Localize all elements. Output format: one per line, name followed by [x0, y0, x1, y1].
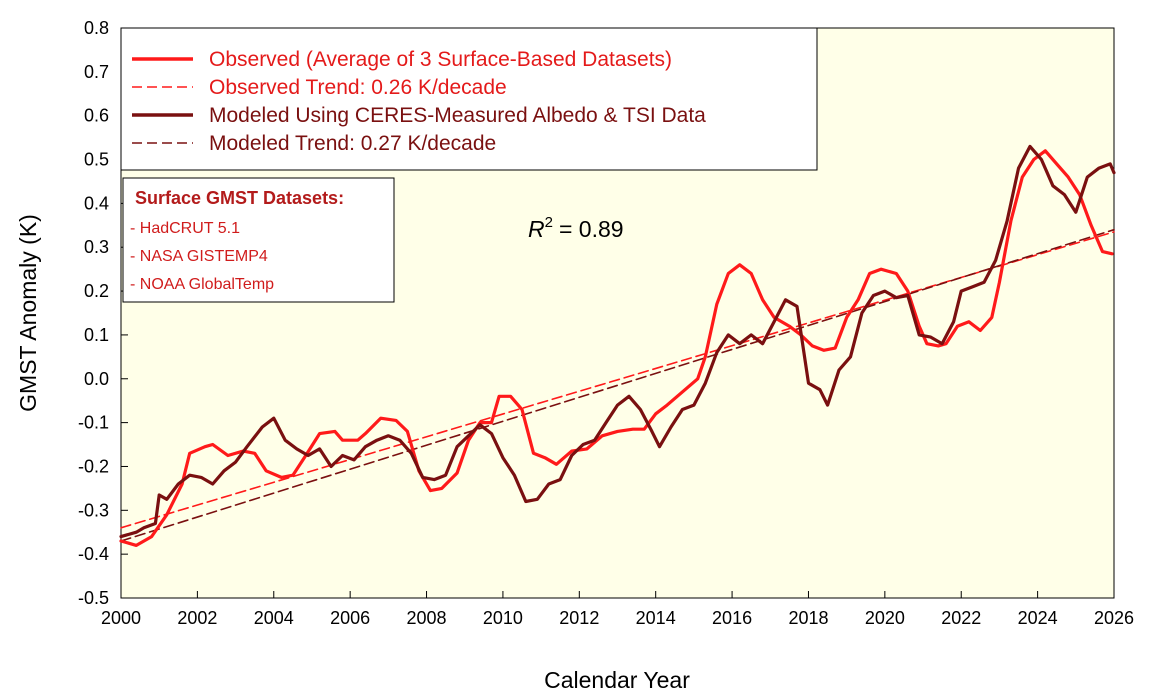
- modeled-trend-line: [120, 228, 1115, 542]
- legend-label-modeled-trend: Modeled Trend: 0.27 K/decade: [209, 132, 496, 155]
- r2-superscript: 2: [545, 214, 553, 231]
- x-tick-label: 2014: [636, 608, 676, 628]
- legend-label-modeled: Modeled Using CERES-Measured Albedo & TS…: [209, 104, 706, 127]
- dataset-item-gistemp: - NASA GISTEMP4: [130, 248, 268, 265]
- y-tick-label: 0.2: [84, 281, 109, 301]
- axes: 2000 2002 2004 2006 2008 2010 2012 2014 2016 2018…: [78, 18, 1134, 628]
- observed-trend-line: [120, 231, 1115, 529]
- y-tick-label: -0.1: [78, 413, 109, 433]
- x-tick-label: 2000: [101, 608, 141, 628]
- x-tick-label: 2022: [941, 608, 981, 628]
- x-axis-title: Calendar Year: [544, 667, 690, 693]
- datasets-title: Surface GMST Datasets:: [135, 188, 344, 208]
- datasets-box-frame: [122, 177, 395, 303]
- x-tick-label: 2026: [1094, 608, 1134, 628]
- legend-label-observed-trend: Observed Trend: 0.26 K/decade: [209, 76, 507, 99]
- y-tick-label: 0.7: [84, 62, 109, 82]
- y-tick-label: 0.3: [84, 237, 109, 257]
- y-tick-label: 0.4: [84, 193, 109, 213]
- r2-symbol: R: [528, 216, 545, 242]
- x-tick-label: 2008: [407, 608, 447, 628]
- legend: Observed (Average of 3 Surface-Based Dat…: [120, 27, 818, 171]
- datasets-box: Surface GMST Datasets: - HadCRUT 5.1 - N…: [122, 177, 395, 303]
- y-tick-label: -0.3: [78, 500, 109, 520]
- x-tick-label: 2020: [865, 608, 905, 628]
- y-tick-label: 0.0: [84, 369, 109, 389]
- y-tick-label: 0.1: [84, 325, 109, 345]
- y-tick-label: -0.5: [78, 588, 109, 608]
- x-tick-label: 2010: [483, 608, 523, 628]
- x-tick-label: 2012: [559, 608, 599, 628]
- data-lines: [119, 144, 1116, 548]
- x-tick-label: 2018: [788, 608, 828, 628]
- x-tick-label: 2016: [712, 608, 752, 628]
- dataset-item-globaltemp: - NOAA GlobalTemp: [130, 276, 274, 293]
- dataset-item-hadcrut: - HadCRUT 5.1: [130, 220, 240, 237]
- y-tick-label: -0.2: [78, 456, 109, 476]
- x-tick-label: 2006: [330, 608, 370, 628]
- x-tick-label: 2024: [1018, 608, 1058, 628]
- modeled-line: [119, 144, 1116, 539]
- observed-line: [119, 149, 1114, 548]
- y-tick-label: 0.8: [84, 18, 109, 38]
- x-tick-label: 2002: [177, 608, 217, 628]
- legend-box: [120, 27, 818, 171]
- y-tick-label: 0.6: [84, 106, 109, 126]
- legend-label-observed: Observed (Average of 3 Surface-Based Dat…: [209, 48, 672, 71]
- y-tick-label: -0.4: [78, 544, 109, 564]
- y-axis-title: GMST Anomaly (K): [15, 214, 41, 412]
- r-squared-annotation: R2 = 0.89: [528, 214, 624, 242]
- r2-value: = 0.89: [559, 216, 624, 242]
- x-tick-label: 2004: [254, 608, 294, 628]
- y-tick-label: 0.5: [84, 150, 109, 170]
- trend-lines: [120, 228, 1115, 542]
